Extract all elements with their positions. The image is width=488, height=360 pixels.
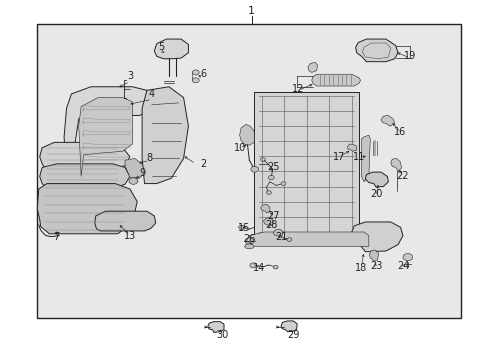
Polygon shape xyxy=(263,218,273,226)
Polygon shape xyxy=(64,87,149,187)
Polygon shape xyxy=(390,158,401,171)
Text: 15: 15 xyxy=(238,224,250,233)
Text: 14: 14 xyxy=(252,263,264,273)
Polygon shape xyxy=(154,39,188,59)
Text: 2: 2 xyxy=(200,159,206,169)
Polygon shape xyxy=(40,164,130,188)
Polygon shape xyxy=(260,204,269,213)
Text: 30: 30 xyxy=(216,330,228,340)
Text: 22: 22 xyxy=(396,171,408,181)
Text: 10: 10 xyxy=(233,143,245,153)
Text: 7: 7 xyxy=(54,232,60,242)
Polygon shape xyxy=(281,321,297,332)
Polygon shape xyxy=(207,321,224,332)
Text: 4: 4 xyxy=(148,89,155,99)
Text: 8: 8 xyxy=(146,153,152,163)
Polygon shape xyxy=(249,232,368,246)
Polygon shape xyxy=(351,222,402,252)
Polygon shape xyxy=(142,87,188,184)
Polygon shape xyxy=(37,184,137,234)
Circle shape xyxy=(268,175,274,180)
Text: 24: 24 xyxy=(396,261,408,271)
Polygon shape xyxy=(368,250,378,262)
Text: 23: 23 xyxy=(369,261,382,271)
Polygon shape xyxy=(361,135,369,182)
Polygon shape xyxy=(95,211,156,231)
Text: 20: 20 xyxy=(369,189,382,199)
Circle shape xyxy=(250,166,258,172)
Text: 19: 19 xyxy=(404,51,416,61)
Circle shape xyxy=(266,191,271,194)
Text: 18: 18 xyxy=(355,263,367,273)
Polygon shape xyxy=(311,74,360,86)
Text: 13: 13 xyxy=(123,231,136,240)
Circle shape xyxy=(192,70,199,75)
Text: 3: 3 xyxy=(126,71,133,81)
Text: 1: 1 xyxy=(248,6,255,17)
Circle shape xyxy=(238,225,244,229)
Text: 16: 16 xyxy=(394,127,406,136)
Text: 29: 29 xyxy=(286,330,299,340)
Text: 27: 27 xyxy=(267,211,280,221)
Polygon shape xyxy=(365,172,387,187)
Text: 11: 11 xyxy=(352,152,365,162)
Polygon shape xyxy=(254,92,358,235)
Circle shape xyxy=(281,182,285,185)
Polygon shape xyxy=(307,62,317,72)
Polygon shape xyxy=(380,116,394,126)
Polygon shape xyxy=(125,158,144,178)
Circle shape xyxy=(273,265,278,269)
Polygon shape xyxy=(244,244,254,249)
Bar xyxy=(37,24,461,318)
Text: 25: 25 xyxy=(267,162,280,172)
Text: 6: 6 xyxy=(200,69,206,79)
Polygon shape xyxy=(79,98,132,176)
Text: 12: 12 xyxy=(291,84,304,94)
Circle shape xyxy=(286,238,291,241)
Polygon shape xyxy=(355,39,397,62)
Circle shape xyxy=(192,78,199,83)
Polygon shape xyxy=(346,144,356,151)
Circle shape xyxy=(402,253,412,261)
Text: 9: 9 xyxy=(139,168,145,178)
Circle shape xyxy=(129,178,138,184)
Circle shape xyxy=(244,238,253,244)
Polygon shape xyxy=(40,142,130,169)
Text: 5: 5 xyxy=(158,42,164,52)
Text: 21: 21 xyxy=(274,232,286,242)
Text: 17: 17 xyxy=(333,152,345,162)
Text: 28: 28 xyxy=(264,220,277,230)
Polygon shape xyxy=(273,229,283,237)
Text: 26: 26 xyxy=(243,234,255,244)
Polygon shape xyxy=(239,125,254,145)
Circle shape xyxy=(249,263,256,268)
